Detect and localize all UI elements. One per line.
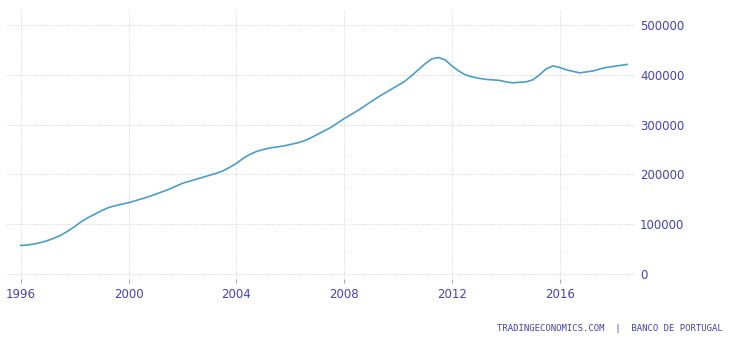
Text: TRADINGECONOMICS.COM  |  BANCO DE PORTUGAL: TRADINGECONOMICS.COM | BANCO DE PORTUGAL — [497, 324, 723, 333]
